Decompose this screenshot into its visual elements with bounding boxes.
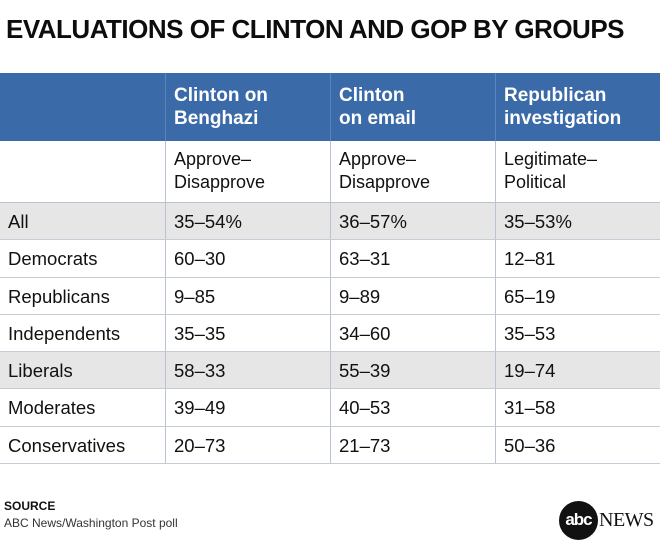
- table-cell: 20–73: [165, 426, 330, 464]
- table-cell: 55–39: [330, 352, 495, 389]
- table-cell: 58–33: [165, 352, 330, 389]
- abc-logo-icon: abc: [559, 500, 598, 540]
- column-subheader: Approve– Disapprove: [165, 141, 330, 202]
- row-group-label: Moderates: [8, 397, 96, 419]
- row-group-label: Liberals: [8, 360, 73, 382]
- column-subheader: Approve– Disapprove: [330, 141, 495, 202]
- row-group-label: Conservatives: [8, 434, 126, 456]
- row-group-label: Democrats: [8, 248, 98, 270]
- table-cell: 60–30: [165, 240, 330, 277]
- row-group-label: Independents: [8, 322, 121, 344]
- table-row: Moderates 39–49 40–53 31–58: [0, 389, 660, 427]
- table-cell: 35–53: [495, 314, 660, 352]
- table-cell: 35–54%: [165, 203, 330, 240]
- table-cell: 35–35: [165, 314, 330, 352]
- column-header: Clinton on Benghazi: [165, 73, 330, 141]
- table-cell: 40–53: [330, 389, 495, 426]
- data-table: Clinton on Benghazi Clinton on email Rep…: [0, 73, 660, 465]
- row-group-label: All: [8, 211, 29, 232]
- source-text: ABC News/Washington Post poll: [4, 516, 178, 530]
- table-row: Democrats 60–30 63–31 12–81: [0, 240, 660, 278]
- table-cell: 31–58: [495, 389, 660, 426]
- table-cell: 12–81: [495, 240, 660, 277]
- table-cell: 65–19: [495, 277, 660, 314]
- table-cell: 34–60: [330, 314, 495, 352]
- table-cell: 50–36: [495, 426, 660, 464]
- table-row: Independents 35–35 34–60 35–53: [0, 314, 660, 353]
- header-blank-cell: [0, 73, 165, 141]
- table-header-row: Clinton on Benghazi Clinton on email Rep…: [0, 73, 660, 141]
- table-cell: 19–74: [495, 352, 660, 389]
- table-row: Liberals 58–33 55–39 19–74: [0, 352, 660, 390]
- column-header: Republican investigation: [495, 73, 660, 141]
- chart-title: EVALUATIONS OF CLINTON AND GOP BY GROUPS: [6, 14, 625, 44]
- table-cell: 63–31: [330, 240, 495, 277]
- logo-wordmark: NEWS: [599, 508, 654, 531]
- table-cell: 36–57%: [330, 203, 495, 240]
- subheader-blank-cell: [0, 141, 165, 202]
- column-header: Clinton on email: [330, 73, 495, 141]
- table-cell: 35–53%: [495, 203, 660, 240]
- column-subheader: Legitimate– Political: [495, 141, 660, 202]
- table-cell: 9–89: [330, 277, 495, 314]
- table-cell: 39–49: [165, 389, 330, 426]
- table-row: Conservatives 20–73 21–73 50–36: [0, 426, 660, 465]
- table-cell: 9–85: [165, 277, 330, 314]
- table-body: All 35–54% 36–57% 35–53% Democrats 60–30 63–31…: [0, 203, 660, 465]
- table-subheader-row: Approve– Disapprove Approve– Disapprove …: [0, 141, 660, 203]
- table-row: Republicans 9–85 9–89 65–19: [0, 277, 660, 315]
- abc-news-logo: abc NEWS: [559, 500, 654, 540]
- table-row: All 35–54% 36–57% 35–53%: [0, 203, 660, 241]
- table-cell: 21–73: [330, 426, 495, 464]
- row-group-label: Republicans: [8, 285, 110, 307]
- source-label: SOURCE: [4, 499, 56, 513]
